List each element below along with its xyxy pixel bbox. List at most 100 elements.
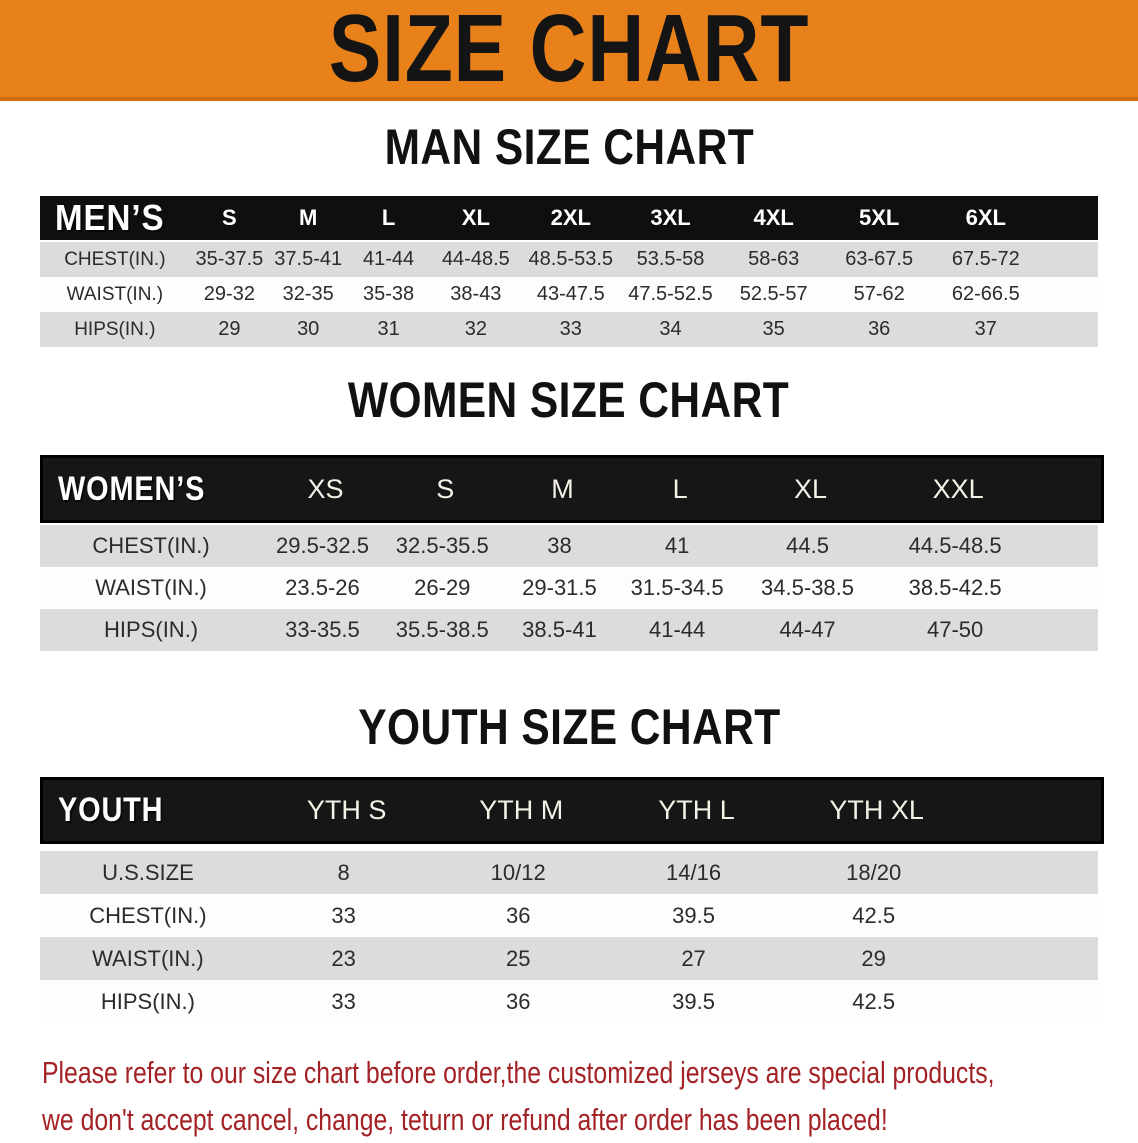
table-header-row: YOUTH YTH S YTH M YTH L YTH XL [40,777,1104,844]
column-header: L [381,205,396,230]
filler-cell [1039,242,1098,277]
table-cell: 25 [505,945,531,971]
table-cell: 37.5-41 [274,248,343,270]
filler-cell [1032,609,1098,651]
table-cell: 38.5-41 [522,617,597,642]
filler-cell [965,894,1098,937]
column-header: 6XL [965,205,1006,230]
table-row: WAIST(IN.) 23 25 27 29 [40,937,1098,980]
women-heading-text: WOMEN SIZE CHART [348,372,790,428]
row-label: U.S.SIZE [102,859,194,885]
table-cell: 29-32 [203,283,255,305]
row-label: HIPS(IN.) [74,318,156,340]
table-cell: 23.5-26 [285,575,360,600]
table-row: CHEST(IN.) 33 36 39.5 42.5 [40,894,1098,937]
youth-heading-text: YOUTH SIZE CHART [357,699,781,755]
table-row: WAIST(IN.) 23.5-26 26-29 29-31.5 31.5-34.5 34… [40,567,1098,609]
table-cell: 62-66.5 [951,283,1020,305]
women-heading: WOMEN SIZE CHART [0,375,1138,425]
table-cell: 47.5-52.5 [628,283,713,305]
table-cell: 8 [337,859,350,885]
column-header: 2XL [550,205,591,230]
table-row: HIPS(IN.) 29 30 31 32 33 34 35 36 37 [40,312,1098,347]
disclaimer-line-1: Please refer to our size chart before or… [42,1055,995,1090]
table-cell: 53.5-58 [636,248,705,270]
table-cell: 29 [861,945,886,971]
table-cell: 44.5 [786,533,829,558]
table-cell: 34 [659,318,682,340]
table-corner-label: YOUTH [43,780,259,841]
table-cell: 33 [331,988,356,1014]
table-cell: 33 [331,902,356,928]
table-cell: 35.5-38.5 [395,617,489,642]
table-cell: 39.5 [672,902,715,928]
column-header: XXL [932,473,984,504]
row-label: HIPS(IN.) [104,617,199,642]
table-cell: 32.5-35.5 [395,533,489,558]
table-cell: 33 [559,318,582,340]
banner: SIZE CHART [0,0,1138,101]
column-header: XS [307,473,344,504]
filler-cell [1039,196,1098,240]
table-cell: 42.5 [852,988,896,1014]
table-cell: 30 [297,318,320,340]
row-label: HIPS(IN.) [100,988,195,1014]
table-cell: 41 [664,533,690,558]
row-label: WAIST(IN.) [92,945,204,971]
table-cell: 32 [464,318,487,340]
men-heading-text: MAN SIZE CHART [384,119,754,175]
table-cell: 31 [377,318,400,340]
table-row: CHEST(IN.) 35-37.5 37.5-41 41-44 44-48.5 48.5… [40,242,1098,277]
column-header: YTH M [479,795,564,825]
table-cell: 63-67.5 [845,248,914,270]
column-header: XL [461,205,490,230]
column-header: 5XL [859,205,900,230]
table-row: U.S.SIZE 8 10/12 14/16 18/20 [40,851,1098,894]
column-header: YTH L [658,795,735,825]
filler-cell [968,780,1101,841]
table-cell: 29.5-32.5 [275,533,369,558]
table-cell: 58-63 [748,248,800,270]
row-label: CHEST(IN.) [92,533,210,558]
table-cell: 36 [505,988,531,1014]
table-cell: 31.5-34.5 [630,575,724,600]
filler-cell [1032,525,1098,567]
table-cell: 41-44 [363,248,415,270]
banner-title: SIZE CHART [328,0,810,101]
table-cell: 33-35.5 [285,617,360,642]
column-header: M [299,205,318,230]
filler-cell [1032,567,1098,609]
table-cell: 67.5-72 [951,248,1020,270]
table-cell: 57-62 [853,283,905,305]
table-cell: 38 [547,533,572,558]
filler-cell [1035,458,1101,520]
column-header: XL [794,473,828,504]
table-cell: 32-35 [282,283,334,305]
row-label: WAIST(IN.) [95,575,207,600]
table-row: HIPS(IN.) 33-35.5 35.5-38.5 38.5-41 41-44 44-… [40,609,1098,651]
table-cell: 43-47.5 [536,283,605,305]
youth-size-table: YOUTH YTH S YTH M YTH L YTH XL U.S.SIZE 8 10/12… [40,777,1104,1023]
section-youth: YOUTH SIZE CHART YOUTH YTH S YTH M YTH L YTH… [0,702,1138,1023]
table-row: HIPS(IN.) 33 36 39.5 42.5 [40,980,1098,1023]
women-size-table: WOMEN’S XS S M L XL XXL CHEST(IN.) 29.5-32.5 32.5… [40,455,1104,651]
row-label: CHEST(IN.) [89,902,207,928]
table-cell: 27 [681,945,706,971]
table-corner-label: WOMEN’S [43,458,265,520]
table-row: WAIST(IN.) 29-32 32-35 35-38 38-43 43-47.5 47.… [40,277,1098,312]
table-cell: 23 [331,945,356,971]
column-header: YTH S [306,795,387,825]
table-corner-label-text: MEN’S [55,197,165,238]
column-header: S [222,205,237,230]
column-header: S [436,473,455,504]
table-cell: 52.5-57 [739,283,808,305]
table-header-row: MEN’S S M L XL 2XL 3XL 4XL 5XL 6XL [40,196,1098,240]
disclaimer-line-2: we don't accept cancel, change, teturn o… [42,1102,888,1137]
table-cell: 35-37.5 [195,248,264,270]
table-cell: 48.5-53.5 [528,248,614,270]
table-cell: 14/16 [666,859,722,885]
row-label: WAIST(IN.) [66,283,164,305]
men-heading: MAN SIZE CHART [0,122,1138,172]
table-cell: 42.5 [852,902,896,928]
